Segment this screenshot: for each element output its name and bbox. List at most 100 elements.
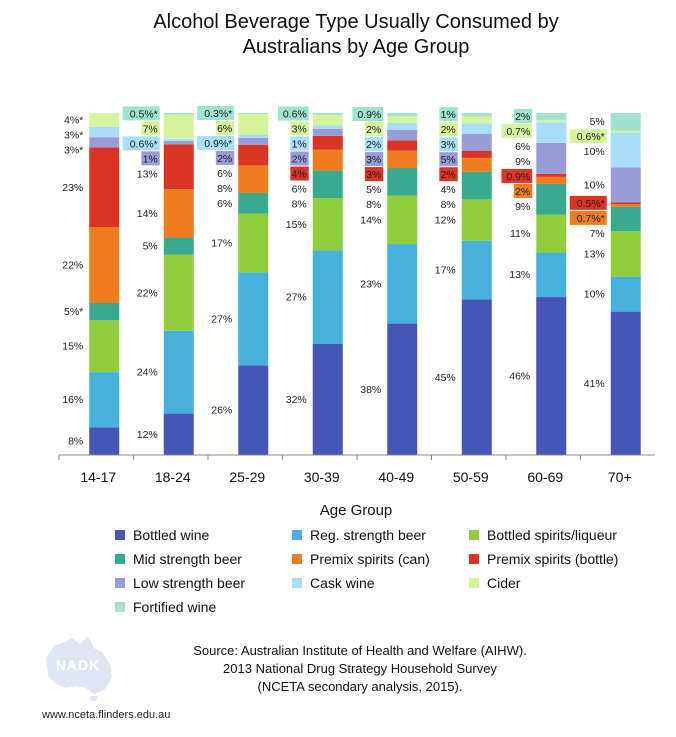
bar-segment-14-17-2: [89, 320, 120, 373]
bar-segment-18-24-9: [163, 113, 194, 115]
data-label-30-39-6: 2%: [292, 154, 307, 166]
data-label-18-24-1: 24%: [137, 367, 158, 379]
stacked-bar-chart: Alcohol Beverage Type Usually Consumed b…: [58, 11, 655, 615]
data-label-30-39-1: 27%: [286, 292, 307, 304]
data-label-50-59-6: 5%: [441, 154, 456, 166]
data-label-box-50-59-8: [439, 122, 458, 137]
data-label-50-59-0: 45%: [435, 372, 456, 384]
bar-segment-25-29-5: [238, 144, 269, 166]
bar-segment-14-17-7: [89, 126, 120, 138]
data-label-box-60-69-9: [513, 108, 533, 123]
bar-segment-50-59-4: [461, 157, 492, 172]
bar-segment-50-59-1: [461, 240, 492, 300]
data-label-25-29-6: 2%: [217, 153, 232, 165]
bar-segment-18-24-0: [163, 413, 194, 455]
data-label-box-40-49-8: [364, 122, 384, 137]
bar-segment-70+-1: [610, 276, 641, 312]
data-label-50-59-2: 12%: [435, 215, 456, 227]
bar-segment-30-39-0: [312, 344, 343, 455]
bar-segment-60-69-1: [536, 252, 567, 298]
data-label-60-69-3: 9%: [515, 201, 530, 213]
data-label-box-50-59-9: [439, 107, 458, 122]
data-label-box-18-24-6: [141, 151, 160, 166]
data-label-18-24-4: 14%: [137, 208, 158, 220]
bar-segment-40-49-5: [387, 140, 418, 151]
bar-segment-40-49-8: [387, 116, 418, 124]
data-label-18-24-6: 1%: [143, 153, 158, 165]
data-label-box-50-59-5: [439, 167, 458, 182]
bar-segment-25-29-8: [238, 114, 269, 135]
legend-swatch-8: [469, 578, 479, 588]
legend-swatch-5: [469, 554, 479, 564]
bar-segment-50-59-3: [461, 171, 492, 200]
data-label-70+-8: 0.6%*: [577, 131, 605, 143]
data-label-25-29-0: 26%: [211, 405, 232, 417]
data-label-box-50-59-7: [439, 137, 458, 152]
bar-segment-30-39-1: [312, 250, 343, 345]
bar-segment-14-17-1: [89, 372, 120, 428]
x-tick-label-18-24: 18-24: [155, 469, 191, 485]
legend-label-9: Fortified wine: [133, 599, 216, 615]
data-label-50-59-8: 2%: [441, 124, 456, 136]
bar-segment-18-24-2: [163, 254, 194, 331]
nadk-logo: NADK: [46, 636, 112, 701]
data-label-box-25-29-9: [197, 106, 235, 121]
x-tick-label-60-69: 60-69: [527, 469, 563, 485]
x-axis: 14-17 18-24 25-29 30-39 40-49 50-59 60-69 70+: [58, 454, 655, 485]
data-label-14-17-1: 16%: [62, 394, 83, 406]
x-tick-label-30-39: 30-39: [304, 469, 340, 485]
data-label-60-69-1: 13%: [509, 269, 530, 281]
australia-map-icon: [46, 636, 112, 694]
legend-swatch-0: [115, 530, 125, 540]
data-label-box-40-49-6: [364, 152, 384, 167]
legend-label-6: Low strength beer: [133, 575, 245, 591]
data-label-40-49-5: 3%: [366, 169, 381, 181]
data-label-25-29-3: 6%: [217, 198, 232, 210]
data-label-30-39-3: 8%: [292, 199, 307, 211]
bar-segment-25-29-0: [238, 365, 269, 455]
data-label-60-69-2: 11%: [510, 228, 530, 240]
bar-segment-70+-4: [610, 204, 641, 207]
legend-swatch-6: [115, 578, 125, 588]
bar-segment-30-39-3: [312, 170, 343, 199]
data-label-40-49-8: 2%: [366, 124, 381, 136]
data-label-70+-6: 10%: [584, 180, 605, 192]
bar-segment-18-24-5: [163, 144, 194, 190]
chart-title-line-1: Alcohol Beverage Type Usually Consumed b…: [153, 11, 558, 33]
legend-label-2: Bottled spirits/liqueur: [487, 527, 617, 543]
data-label-box-25-29-8: [215, 121, 235, 136]
data-label-40-49-6: 3%: [366, 154, 381, 166]
data-label-70+-2: 13%: [584, 248, 605, 260]
data-label-70+-3: 7%: [590, 228, 605, 240]
data-label-box-70+-4: [569, 210, 607, 225]
data-label-box-30-39-9: [277, 106, 309, 121]
bar-segment-60-69-4: [536, 176, 567, 184]
legend: Bottled wine Reg. strength beer Bottled sp…: [115, 527, 618, 615]
data-label-30-39-0: 32%: [286, 394, 307, 406]
bar-segment-70+-2: [610, 231, 641, 277]
bar-segment-14-17-0: [89, 427, 120, 455]
bar-segment-50-59-6: [461, 133, 492, 151]
legend-swatch-1: [292, 530, 302, 540]
data-label-60-69-4: 2%: [515, 186, 530, 198]
data-label-30-39-5: 4%: [292, 169, 307, 181]
legend-label-5: Premix spirits (bottle): [487, 551, 618, 567]
x-tick-label-25-29: 25-29: [229, 469, 265, 485]
data-label-50-59-5: 2%: [441, 169, 456, 181]
data-label-30-39-4: 6%: [292, 184, 307, 196]
data-label-70+-1: 10%: [584, 289, 605, 301]
data-label-60-69-5: 0.9%: [506, 171, 530, 183]
bar-segment-60-69-5: [536, 173, 567, 177]
x-tick-label-14-17: 14-17: [80, 469, 116, 485]
bar-segment-40-49-7: [387, 123, 418, 130]
data-label-14-17-6: 3%*: [64, 144, 83, 156]
bar-segment-18-24-4: [163, 189, 194, 238]
bar-segment-50-59-8: [461, 116, 492, 124]
data-label-box-30-39-7: [290, 136, 309, 151]
data-label-40-49-2: 14%: [360, 214, 381, 226]
data-label-box-18-24-7: [122, 136, 160, 151]
data-label-25-29-7: 0.9%*: [204, 138, 232, 150]
data-label-50-59-7: 3%: [441, 139, 456, 151]
logo-text: NADK: [56, 657, 100, 673]
bar-segment-60-69-0: [536, 297, 567, 455]
